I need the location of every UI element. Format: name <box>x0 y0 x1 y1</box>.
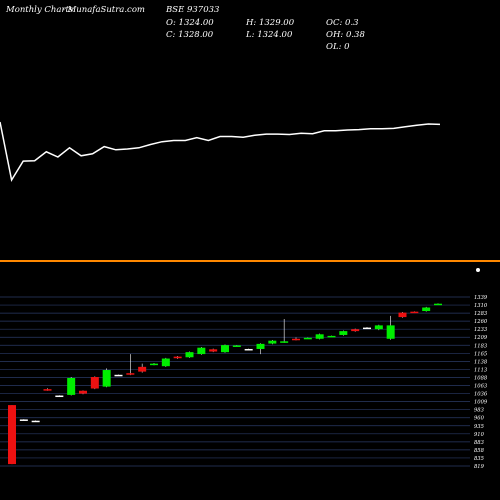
low-value: L: 1324.00 <box>246 30 293 40</box>
y-tick-label: 858 <box>474 448 485 454</box>
candle-body <box>197 347 206 355</box>
oh-value: OH: 0.38 <box>326 30 365 40</box>
candle-body <box>386 325 395 339</box>
candle-body <box>114 374 123 377</box>
candle-body <box>303 337 312 340</box>
candle-body <box>434 303 442 306</box>
y-tick-label: 1339 <box>474 295 488 301</box>
candle-body <box>398 312 407 318</box>
candle-body <box>185 352 194 358</box>
y-tick-label: 1165 <box>474 351 487 357</box>
candle-body <box>150 363 158 366</box>
candle-body <box>374 325 383 330</box>
candle-body <box>126 373 135 375</box>
y-tick-label: 1113 <box>474 367 488 373</box>
candle-body <box>422 307 431 312</box>
y-tick-label: 960 <box>474 416 485 422</box>
close-value: C: 1328.00 <box>166 30 214 40</box>
candle-body <box>55 395 64 398</box>
y-tick-label: 1260 <box>474 319 488 325</box>
candles <box>8 303 442 465</box>
y-tick-label: 1233 <box>474 327 488 333</box>
y-tick-label: 1088 <box>474 375 488 381</box>
symbol-label: BSE 937033 <box>166 5 220 15</box>
y-tick-label: 1138 <box>474 359 488 365</box>
site-label: - MunafaSutra.com <box>62 5 145 15</box>
candle-body <box>221 345 229 353</box>
candle-body <box>79 390 87 394</box>
candle-body <box>256 343 265 349</box>
candle-body <box>102 370 111 387</box>
oc-value: OC: 0.3 <box>326 18 359 28</box>
y-tick-label: 983 <box>474 408 485 414</box>
y-tick-label: 1283 <box>474 311 488 317</box>
y-axis: 1339 1310 1283 1260 1233 1209 1183 1165 1138 1113… <box>474 295 488 470</box>
marker-dot <box>476 268 480 272</box>
candle-body <box>244 348 253 351</box>
candle-body <box>90 377 99 389</box>
candle-body <box>67 377 76 395</box>
candle-body <box>280 341 289 343</box>
y-tick-label: 1036 <box>474 392 488 398</box>
candle-body <box>351 329 360 332</box>
candle-body <box>268 340 277 344</box>
brand-label: Monthly Charts <box>6 5 74 15</box>
price-line-panel <box>0 121 441 183</box>
y-tick-label: 1009 <box>474 400 488 406</box>
y-tick-label: 935 <box>474 424 484 430</box>
candle-body <box>138 366 147 372</box>
y-tick-label: 1183 <box>474 343 488 349</box>
candle-body <box>410 311 419 314</box>
candle-body <box>161 358 170 367</box>
candle-body <box>173 356 182 359</box>
candle-body <box>327 335 336 338</box>
y-tick-label: 1209 <box>474 335 488 341</box>
candle-body <box>339 331 348 335</box>
candle-body <box>363 327 371 330</box>
open-value: O: 1324.00 <box>166 18 214 28</box>
high-value: H: 1329.00 <box>246 18 295 28</box>
candle-body <box>19 419 28 421</box>
candle-body <box>292 338 300 341</box>
y-tick-label: 1310 <box>474 303 488 309</box>
y-tick-label: 835 <box>474 456 484 462</box>
candle-body <box>31 420 40 423</box>
y-tick-label: 883 <box>474 440 485 446</box>
y-tick-label: 819 <box>474 464 485 470</box>
ol-value: OL: 0 <box>326 42 350 52</box>
candle-body <box>209 349 218 352</box>
y-tick-label: 1063 <box>474 384 488 390</box>
price-line <box>0 121 441 183</box>
price-grid <box>0 296 470 467</box>
candle-body <box>43 389 52 391</box>
candle-body <box>8 405 16 465</box>
y-tick-label: 910 <box>474 432 485 438</box>
candle-body <box>232 345 241 347</box>
candle-body <box>315 334 324 339</box>
